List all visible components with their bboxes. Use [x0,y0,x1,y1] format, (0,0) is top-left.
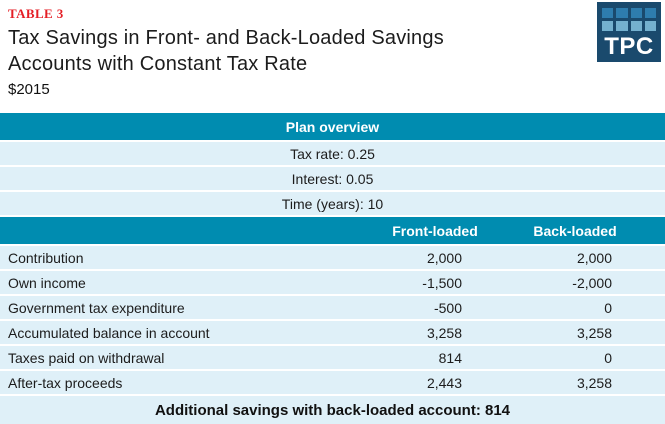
back-loaded-value: 0 [604,349,612,366]
logo-square [602,8,614,18]
plan-row-time: Time (years): 10 [0,192,665,217]
logo-text: TPC [604,33,654,60]
column-header-back-loaded: Back-loaded [533,222,617,239]
front-loaded-value: 3,258 [426,324,462,341]
table-row-contribution: Contribution 2,000 2,000 [0,246,665,271]
column-header-front-loaded: Front-loaded [392,222,478,239]
back-loaded-value: 2,000 [576,249,612,266]
additional-savings-summary: Additional savings with back-loaded acco… [0,396,665,424]
back-loaded-value: 3,258 [576,324,612,341]
logo-square [644,21,656,31]
logo-square [630,8,642,18]
figure-title-line-2: Accounts with Constant Tax Rate [8,53,308,75]
row-label: Government tax expenditure [8,299,185,316]
row-label: Contribution [8,249,84,266]
row-label: Own income [8,274,86,291]
logo-grid-icon [597,8,661,31]
row-label: After-tax proceeds [8,374,123,391]
logo-square [616,8,628,18]
row-label: Taxes paid on withdrawal [8,349,165,366]
plan-overview-header: Plan overview [0,113,665,142]
logo-square [602,21,614,31]
table-row-after-tax-proceeds: After-tax proceeds 2,443 3,258 [0,371,665,396]
front-loaded-value: 2,443 [426,374,462,391]
figure-title: Tax Savings in Front- and Back-Loaded Sa… [8,25,665,77]
plan-row-tax-rate: Tax rate: 0.25 [0,142,665,167]
front-loaded-value: -500 [433,299,462,316]
column-header-row: Front-loaded Back-loaded [0,217,665,246]
back-loaded-value: -2,000 [572,274,612,291]
logo-square [644,8,656,18]
row-label: Accumulated balance in account [8,324,210,341]
table-row-accumulated-balance: Accumulated balance in account 3,258 3,2… [0,321,665,346]
front-loaded-value: 2,000 [426,249,462,266]
tpc-logo: TPC [597,2,661,62]
front-loaded-value: -1,500 [422,274,462,291]
front-loaded-value: 814 [438,349,462,366]
figure-title-line-1: Tax Savings in Front- and Back-Loaded Sa… [8,27,444,49]
table-row-taxes-paid-on-withdrawal: Taxes paid on withdrawal 814 0 [0,346,665,371]
back-loaded-value: 3,258 [576,374,612,391]
table-number-label: TABLE 3 [8,6,64,21]
figure-header: TABLE 3 Tax Savings in Front- and Back-L… [0,0,665,113]
figure-subtitle: $2015 [8,81,50,98]
table-row-government-tax-expenditure: Government tax expenditure -500 0 [0,296,665,321]
plan-row-interest: Interest: 0.05 [0,167,665,192]
table-row-own-income: Own income -1,500 -2,000 [0,271,665,296]
logo-square [616,21,628,31]
back-loaded-value: 0 [604,299,612,316]
logo-square [630,21,642,31]
